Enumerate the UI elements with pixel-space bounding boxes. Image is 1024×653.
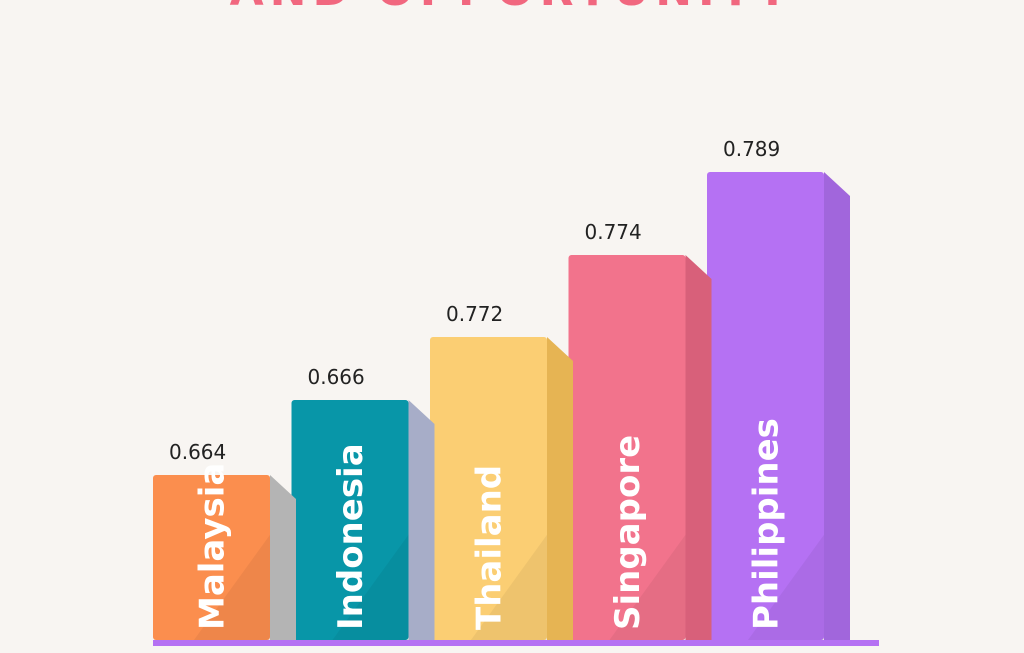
value-label-indonesia: 0.666 — [308, 365, 365, 389]
bar-singapore — [568, 255, 686, 640]
bar-label-malaysia: Malaysia — [193, 463, 233, 630]
bar-side-thailand — [547, 337, 573, 640]
bar-indonesia — [291, 400, 409, 640]
bar-malaysia — [153, 475, 270, 640]
bar-shade-malaysia — [193, 534, 270, 640]
bar-thailand — [430, 337, 547, 640]
bar-shade-singapore — [609, 534, 686, 640]
bar-side-indonesia — [408, 400, 435, 640]
chart-baseline — [153, 640, 879, 646]
value-label-thailand: 0.772 — [446, 302, 503, 326]
bar-shade-thailand — [470, 534, 547, 640]
value-label-singapore: 0.774 — [585, 220, 642, 244]
bar-label-singapore: Singapore — [608, 435, 648, 630]
bar-philippines — [707, 172, 824, 640]
bar-label-philippines: Philippines — [747, 418, 787, 630]
bar-side-philippines — [824, 172, 850, 640]
value-label-malaysia: 0.664 — [169, 440, 226, 464]
value-label-philippines: 0.789 — [723, 137, 780, 161]
bar-label-indonesia: Indonesia — [331, 443, 371, 630]
chart-title: AND OPPORTUNITY — [0, 0, 1024, 13]
bar-side-singapore — [685, 255, 712, 640]
bar-shade-philippines — [747, 534, 824, 640]
bar-side-malaysia — [270, 475, 296, 640]
bar-label-thailand: Thailand — [470, 465, 510, 630]
bar-shade-indonesia — [332, 534, 409, 640]
